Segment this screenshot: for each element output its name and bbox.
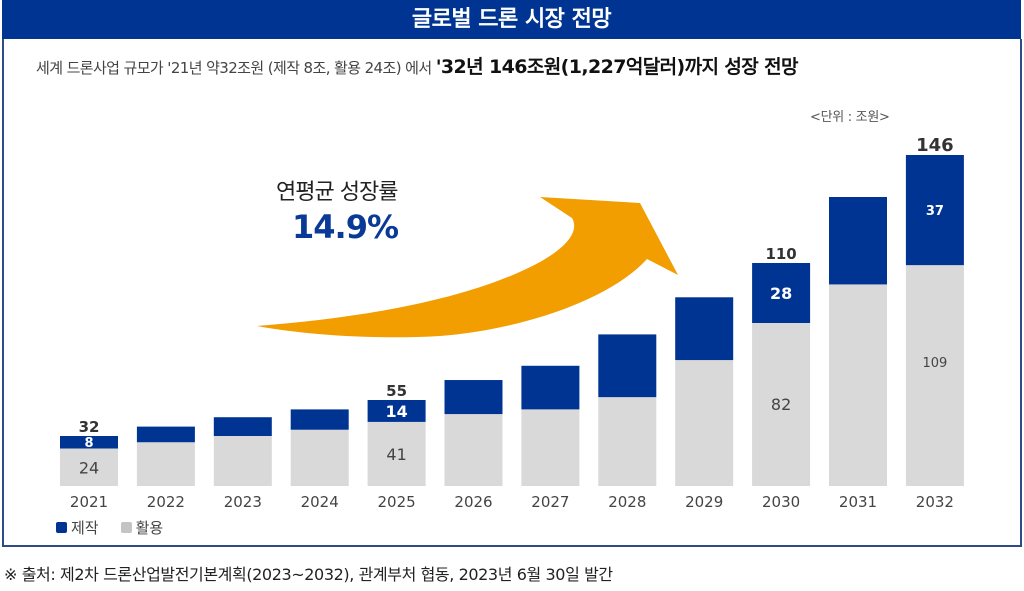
application-value-label: 82 [771, 395, 791, 414]
growth-arrow-icon [257, 197, 678, 338]
manufacturing-value-label: 14 [385, 402, 407, 421]
subtitle-highlight: '32년 146조원(1,227억달러)까지 성장 전망 [435, 56, 799, 78]
x-tick-label: 2031 [839, 493, 877, 511]
bar-segment-application-2026 [444, 414, 503, 486]
total-label: 32 [79, 418, 100, 436]
source-note: ※ 출처: 제2차 드론산업발전기본계획(2023~2032), 관계부처 협동… [4, 565, 613, 584]
bar-segment-application-2032 [905, 265, 964, 486]
bar-segment-application-2029 [675, 360, 734, 486]
x-tick-label: 2025 [378, 493, 416, 511]
x-tick-label: 2030 [762, 493, 800, 511]
bar-segment-application-2027 [521, 409, 580, 486]
bar-segment-application-2022 [136, 442, 195, 486]
bar-segment-application-2028 [598, 397, 657, 486]
subtitle-normal: 세계 드론사업 규모가 '21년 약32조원 (제작 8조, 활용 24조) 에… [36, 59, 436, 77]
manufacturing-value-label: 37 [926, 204, 944, 219]
total-label: 55 [386, 382, 407, 400]
chart-title: 글로벌 드론 시장 전망 [411, 7, 612, 32]
bar-segment-manufacturing-2029 [675, 297, 734, 361]
legend: 제작 활용 [56, 517, 163, 538]
bar-segment-application-2023 [213, 436, 272, 486]
bar-segment-manufacturing-2023 [213, 417, 272, 436]
manufacturing-value-label: 28 [770, 284, 792, 303]
growth-rate-label: 연평균 성장률 [276, 180, 398, 205]
application-value-label: 109 [922, 356, 947, 371]
application-value-label: 41 [386, 445, 406, 464]
application-value-label: 24 [79, 458, 99, 477]
x-tick-label: 2028 [608, 493, 646, 511]
bar-segment-manufacturing-2024 [290, 409, 349, 430]
x-tick-label: 2032 [916, 493, 954, 511]
legend-swatch-manufacturing [56, 522, 67, 533]
legend-swatch-application [120, 522, 132, 533]
bar-segment-application-2025 [367, 421, 426, 486]
bar-segment-manufacturing-2026 [444, 380, 503, 415]
chart-subtitle: 세계 드론사업 규모가 '21년 약32조원 (제작 8조, 활용 24조) 에… [36, 52, 798, 79]
x-tick-label: 2029 [685, 493, 723, 511]
total-label: 146 [916, 135, 954, 156]
x-tick-label: 2026 [454, 493, 492, 511]
legend-item-application: 활용 [120, 517, 164, 538]
legend-item-manufacturing: 제작 [56, 517, 99, 538]
x-tick-label: 2022 [147, 493, 185, 511]
legend-label: 제작 [71, 519, 99, 537]
chart-title-banner: 글로벌 드론 시장 전망 [2, 0, 1021, 40]
bar-segment-manufacturing-2032 [905, 155, 964, 266]
total-label: 110 [765, 245, 796, 263]
bar-segment-manufacturing-2030 [752, 263, 811, 323]
x-tick-label: 2027 [531, 493, 569, 511]
x-tick-label: 2023 [224, 493, 262, 511]
unit-label: <단위 : 조원> [810, 110, 890, 125]
legend-label: 활용 [135, 519, 164, 537]
bar-segment-application-2024 [290, 429, 349, 486]
bar-segment-application-2021 [60, 448, 118, 486]
bar-segment-manufacturing-2022 [136, 426, 195, 443]
bar-segment-manufacturing-2031 [829, 197, 887, 285]
bar-segment-manufacturing-2027 [521, 365, 580, 410]
bar-segment-manufacturing-2025 [367, 400, 426, 422]
bar-segment-manufacturing-2021 [60, 436, 118, 449]
manufacturing-value-label: 8 [84, 436, 93, 451]
bar-segment-application-2030 [752, 323, 811, 486]
x-tick-label: 2021 [70, 493, 108, 511]
x-tick-label: 2024 [301, 493, 339, 511]
bar-segment-application-2031 [829, 284, 887, 486]
growth-rate-value: 14.9% [292, 208, 399, 246]
bar-segment-manufacturing-2028 [598, 334, 657, 398]
